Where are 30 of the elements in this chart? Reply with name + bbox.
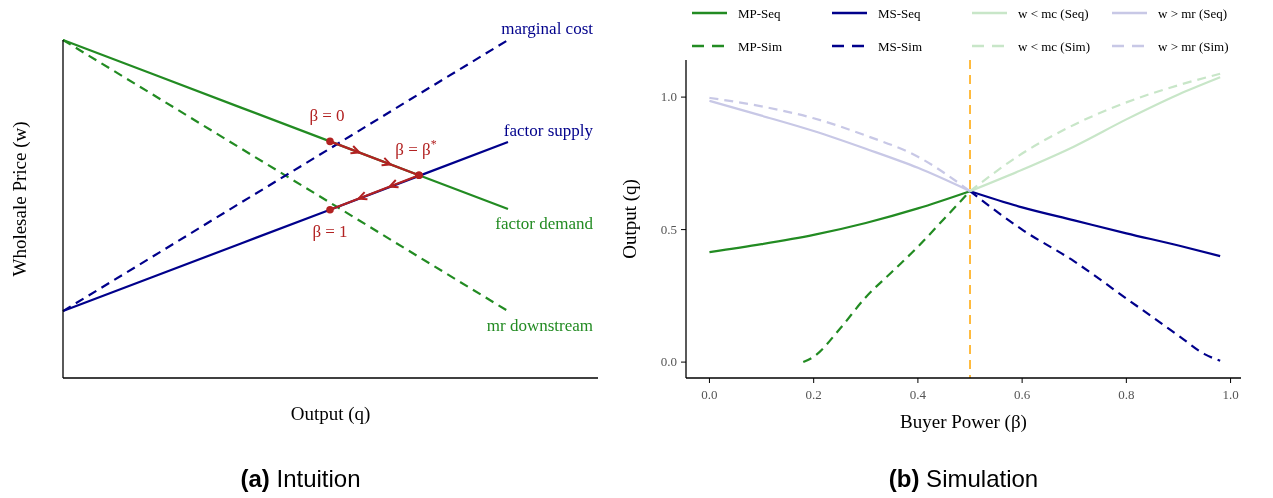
annotation: β = 1 bbox=[312, 221, 348, 241]
legend-label: w < mc (Sim) bbox=[1018, 39, 1090, 54]
x-tick-label: 0.4 bbox=[909, 387, 927, 402]
text: (b) Simulation bbox=[888, 465, 1039, 492]
y-tick-label: 0.5 bbox=[660, 221, 677, 237]
legend-label: MP-Sim bbox=[738, 39, 783, 54]
y-axis-title: Output (q) bbox=[619, 179, 641, 259]
x-tick-label: 1.0 bbox=[1222, 387, 1239, 402]
y-tick-label: 1.0 bbox=[660, 89, 677, 105]
legend-label: MS-Sim bbox=[878, 39, 923, 54]
y-tick-label: 0.0 bbox=[660, 354, 677, 370]
text: (a) Intuition bbox=[240, 465, 361, 492]
legend-label: w > mr (Seq) bbox=[1158, 6, 1228, 21]
x-axis-title: Buyer Power (β) bbox=[900, 411, 1027, 433]
y-axis-title: Wholesale Price (w) bbox=[9, 121, 31, 277]
annotation: β = 0 bbox=[309, 106, 345, 126]
series-label: marginal cost bbox=[501, 19, 594, 38]
annotation: β = β$^{*}$ bbox=[395, 137, 437, 160]
series-label: factor supply bbox=[503, 121, 594, 141]
x-tick-label: 0.8 bbox=[1118, 387, 1135, 402]
x-tick-label: 0.2 bbox=[805, 387, 822, 402]
legend-label: MS-Seq bbox=[878, 6, 922, 21]
legend-label: w > mr (Sim) bbox=[1158, 39, 1229, 54]
x-axis-title: Output (q) bbox=[290, 403, 371, 425]
x-tick-label: 0.0 bbox=[701, 387, 718, 402]
series-label: factor demand bbox=[495, 214, 594, 233]
legend-label: w < mc (Seq) bbox=[1018, 6, 1089, 21]
legend-label: MP-Seq bbox=[738, 6, 782, 21]
series-label: mr downstream bbox=[486, 316, 593, 336]
x-tick-label: 0.6 bbox=[1014, 387, 1031, 402]
